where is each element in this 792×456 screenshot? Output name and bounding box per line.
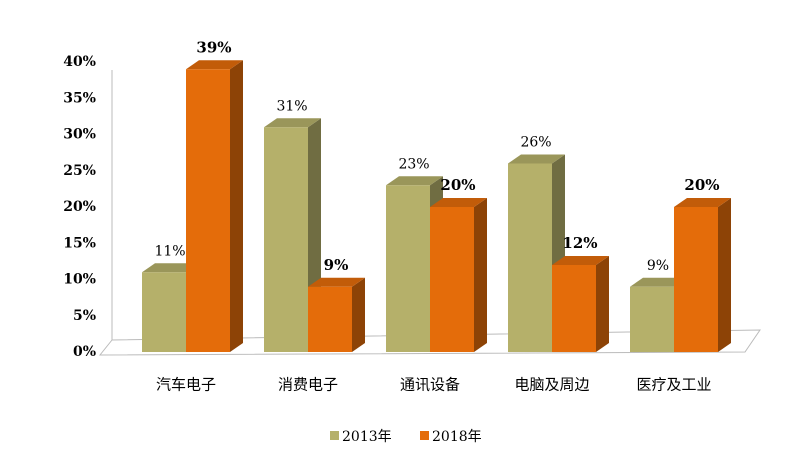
y-tick-label: 35% bbox=[63, 90, 96, 106]
value-label: 26% bbox=[520, 135, 551, 151]
bar bbox=[508, 163, 552, 352]
bar-top bbox=[508, 154, 565, 164]
y-tick-label: 40% bbox=[63, 54, 96, 70]
value-label: 23% bbox=[398, 156, 429, 172]
bar bbox=[264, 127, 308, 352]
bar-top bbox=[552, 256, 609, 265]
y-tick-label: 0% bbox=[73, 344, 96, 360]
value-label: 9% bbox=[324, 256, 349, 274]
bar-side bbox=[718, 198, 731, 352]
value-label: 9% bbox=[647, 258, 669, 274]
value-label: 12% bbox=[562, 234, 597, 252]
bar-side bbox=[230, 60, 243, 352]
y-tick-label: 30% bbox=[63, 127, 96, 143]
bar bbox=[308, 286, 352, 352]
bar-top bbox=[674, 198, 731, 207]
bar-top bbox=[264, 118, 321, 128]
bar-side bbox=[474, 198, 487, 352]
bar bbox=[674, 207, 718, 352]
y-tick-label: 15% bbox=[63, 235, 96, 251]
bar-side bbox=[352, 277, 365, 352]
legend-label: 2013年 bbox=[342, 429, 392, 445]
bar-top bbox=[386, 176, 443, 186]
bar bbox=[386, 185, 430, 352]
value-label: 31% bbox=[276, 98, 307, 114]
bar-top bbox=[430, 198, 487, 207]
value-label: 20% bbox=[684, 176, 719, 194]
y-tick-label: 20% bbox=[63, 199, 96, 215]
legend-label: 2018年 bbox=[432, 429, 482, 445]
bar bbox=[186, 69, 230, 352]
bar-top bbox=[308, 277, 365, 287]
chart-walls bbox=[98, 70, 761, 356]
bar bbox=[430, 207, 474, 352]
value-label: 11% bbox=[154, 243, 185, 259]
x-tick-label: 医疗及工业 bbox=[636, 376, 711, 394]
value-label: 20% bbox=[440, 176, 475, 194]
y-tick-label: 10% bbox=[63, 272, 96, 288]
y-tick-label: 25% bbox=[63, 163, 96, 179]
bar-side bbox=[596, 256, 609, 352]
bar bbox=[552, 265, 596, 352]
bar bbox=[142, 272, 186, 352]
legend-swatch bbox=[330, 431, 339, 440]
x-tick-label: 通讯设备 bbox=[400, 376, 460, 394]
bar-top bbox=[142, 263, 199, 273]
bar bbox=[630, 286, 674, 352]
x-tick-label: 电脑及周边 bbox=[514, 376, 589, 394]
bar-top bbox=[630, 277, 687, 287]
value-label: 39% bbox=[196, 38, 231, 56]
legend-swatch bbox=[420, 431, 429, 440]
x-tick-label: 消费电子 bbox=[278, 376, 338, 394]
x-tick-label: 汽车电子 bbox=[156, 376, 216, 394]
y-tick-label: 5% bbox=[73, 308, 96, 324]
bar-top bbox=[186, 60, 243, 70]
